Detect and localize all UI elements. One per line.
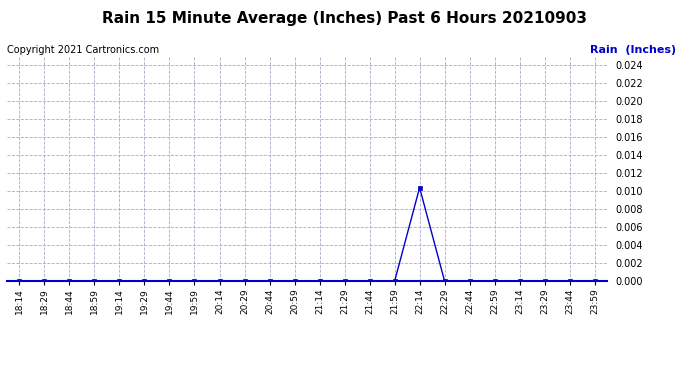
Text: Rain 15 Minute Average (Inches) Past 6 Hours 20210903: Rain 15 Minute Average (Inches) Past 6 H…	[103, 11, 587, 26]
Text: Rain  (Inches): Rain (Inches)	[590, 45, 676, 55]
Text: Copyright 2021 Cartronics.com: Copyright 2021 Cartronics.com	[7, 45, 159, 55]
